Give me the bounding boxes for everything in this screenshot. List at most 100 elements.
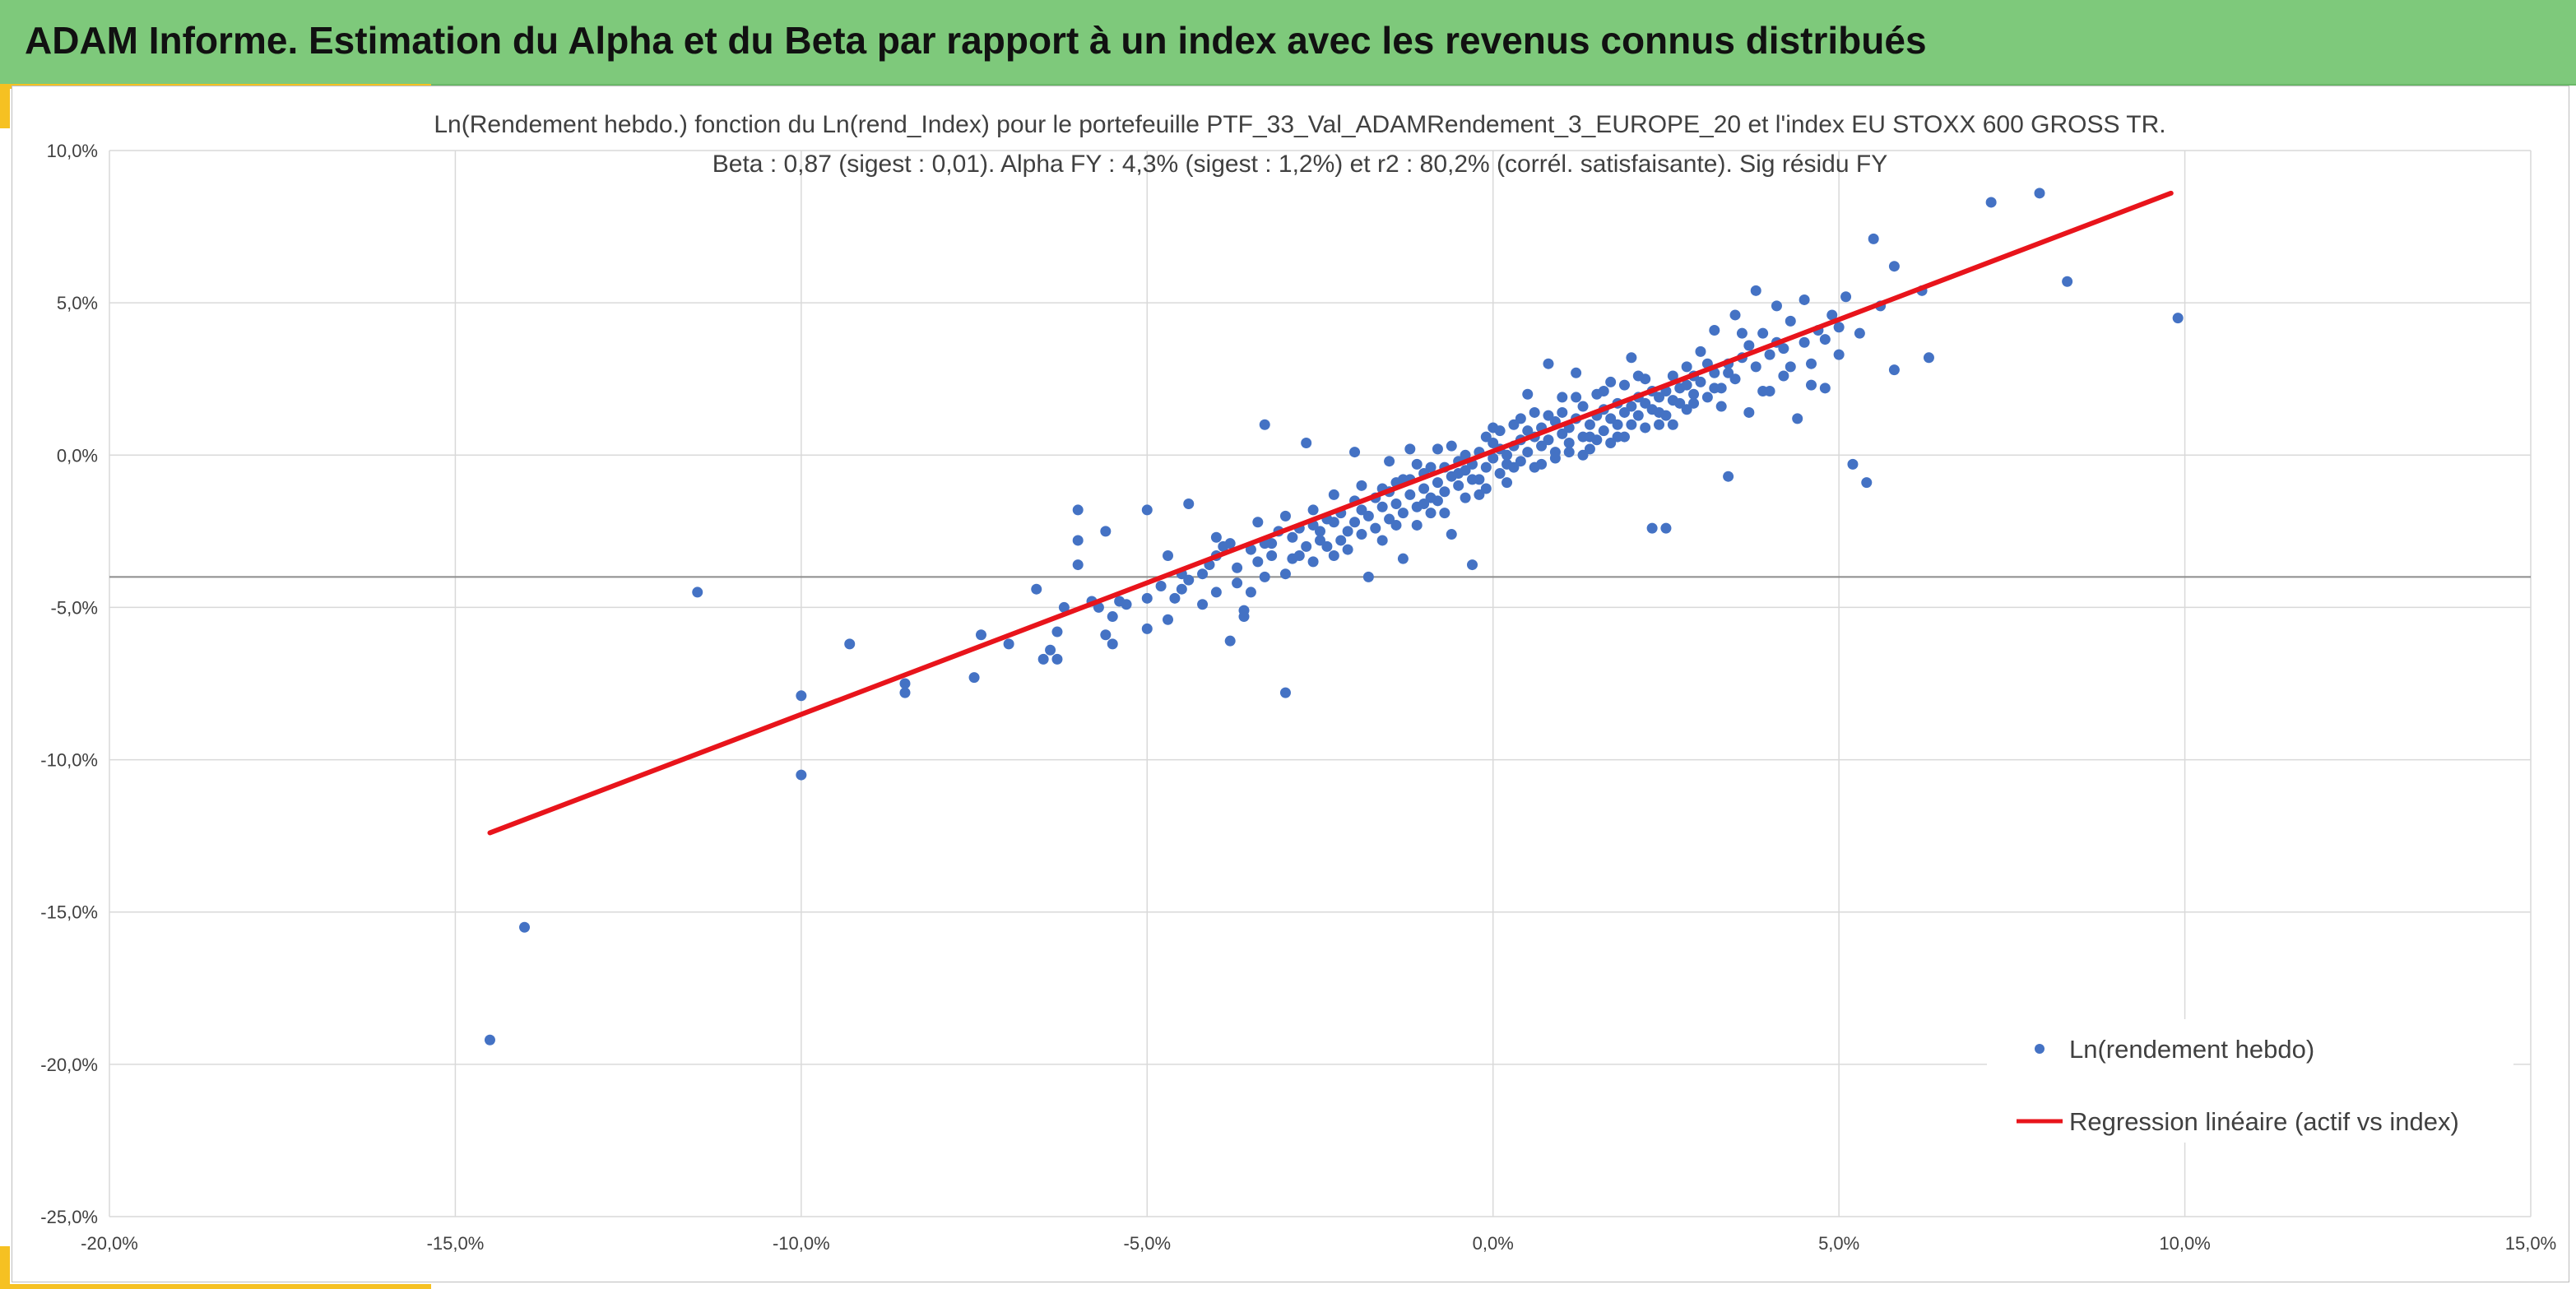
scatter-point xyxy=(1432,477,1443,489)
scatter-point xyxy=(1522,425,1534,437)
scatter-point xyxy=(1100,629,1112,641)
scatter-chart: 10,0% 5,0% 0,0% -5,0% -10,0% -15,0% -20,0% -25,… xyxy=(40,111,2556,1254)
accent-bottom-left xyxy=(0,1284,431,1289)
scatter-point xyxy=(1411,458,1423,470)
scatter-point xyxy=(1632,410,1644,421)
chart-subtitle: Beta : 0,87 (sigest : 0,01). Alpha FY : … xyxy=(712,151,1887,178)
scatter-point xyxy=(1618,406,1630,418)
x-tick-label: -15,0% xyxy=(427,1233,485,1254)
scatter-point xyxy=(1390,498,1402,510)
scatter-point xyxy=(1729,373,1741,385)
scatter-point xyxy=(1764,349,1775,360)
scatter-point xyxy=(1868,233,1879,244)
scatter-point xyxy=(1695,376,1706,387)
scatter-point xyxy=(1232,562,1243,573)
scatter-point xyxy=(796,690,807,702)
scatter-point xyxy=(1577,449,1589,461)
scatter-point xyxy=(1210,531,1222,543)
chart-title: Ln(Rendement hebdo.) fonction du Ln(rend… xyxy=(434,111,2165,138)
scatter-point xyxy=(1785,361,1796,373)
scatter-point xyxy=(1688,397,1700,409)
scatter-point xyxy=(1598,386,1609,397)
scatter-point xyxy=(1557,406,1568,418)
regression-line-group xyxy=(487,190,2174,836)
scatter-point xyxy=(1480,461,1492,473)
scatter-point xyxy=(1197,599,1209,610)
y-tick-label: 10,0% xyxy=(47,141,98,161)
scatter-point xyxy=(1107,611,1118,623)
scatter-point xyxy=(1224,538,1236,549)
scatter-point xyxy=(1785,315,1796,327)
scatter-point xyxy=(1557,428,1568,439)
scatter-point xyxy=(1494,425,1506,437)
scatter-point xyxy=(1632,370,1644,382)
x-tick-label: 0,0% xyxy=(1473,1233,1514,1254)
x-tick-label: -5,0% xyxy=(1124,1233,1171,1254)
scatter-point xyxy=(1701,392,1713,403)
scatter-point xyxy=(1051,626,1063,638)
scatter-point xyxy=(1543,410,1554,421)
scatter-point xyxy=(1279,510,1291,522)
scatter-point xyxy=(1460,492,1471,503)
axis-tick-labels: 10,0% 5,0% 0,0% -5,0% -10,0% -15,0% -20,0% -25,… xyxy=(40,141,2556,1254)
gridlines xyxy=(109,150,2532,1217)
scatter-point xyxy=(1757,327,1769,339)
scatter-point xyxy=(1695,345,1706,357)
data-points xyxy=(484,188,2184,1046)
scatter-point xyxy=(1183,498,1195,510)
scatter-point xyxy=(1058,601,1070,613)
scatter-point xyxy=(1488,437,1499,448)
scatter-point xyxy=(1626,419,1637,430)
scatter-point xyxy=(1923,352,1934,364)
scatter-point xyxy=(1688,388,1700,400)
scatter-point xyxy=(1418,483,1430,494)
scatter-point xyxy=(1709,324,1720,336)
scatter-point xyxy=(1563,437,1575,448)
chart-legend[interactable]: Ln(rendement hebdo) Regression linéaire … xyxy=(1987,1019,2513,1143)
scatter-point xyxy=(1626,401,1637,412)
scatter-point xyxy=(1051,653,1063,665)
scatter-point xyxy=(1723,367,1734,378)
scatter-point xyxy=(1252,556,1264,568)
scatter-point xyxy=(1557,392,1568,403)
scatter-point xyxy=(1715,401,1727,412)
scatter-point xyxy=(519,921,531,933)
scatter-point xyxy=(1418,498,1430,510)
scatter-point xyxy=(1342,544,1353,555)
scatter-point xyxy=(1543,434,1554,446)
scatter-point xyxy=(1723,471,1734,482)
scatter-point xyxy=(1640,422,1651,434)
scatter-point xyxy=(1743,406,1755,418)
scatter-point xyxy=(1729,309,1741,321)
scatter-point xyxy=(1806,379,1817,391)
scatter-point xyxy=(1778,343,1789,355)
scatter-point xyxy=(1750,285,1761,296)
scatter-point xyxy=(2034,188,2045,199)
scatter-point xyxy=(1376,535,1388,546)
scatter-point xyxy=(1674,397,1686,409)
scatter-point xyxy=(1356,529,1367,540)
x-tick-label: 5,0% xyxy=(1818,1233,1859,1254)
scatter-point xyxy=(1397,508,1409,519)
scatter-point xyxy=(1342,526,1353,537)
scatter-point xyxy=(1432,495,1443,507)
scatter-point xyxy=(1356,480,1367,491)
scatter-point xyxy=(1321,540,1333,552)
y-tick-label: 0,0% xyxy=(57,445,98,466)
scatter-point xyxy=(1502,477,1513,489)
scatter-point xyxy=(1141,592,1153,604)
scatter-point xyxy=(899,687,911,698)
scatter-point xyxy=(1654,392,1665,403)
scatter-point xyxy=(1432,443,1443,455)
scatter-point xyxy=(1888,261,1900,272)
report-title: ADAM Informe. Estimation du Alpha et du … xyxy=(25,19,1927,62)
scatter-point xyxy=(2172,313,2184,324)
scatter-point xyxy=(1328,489,1339,500)
scatter-point xyxy=(1176,583,1187,595)
scatter-point xyxy=(1301,540,1312,552)
scatter-point xyxy=(1335,535,1347,546)
scatter-point xyxy=(1315,526,1325,537)
scatter-point xyxy=(1453,468,1464,480)
scatter-point xyxy=(1411,519,1423,531)
scatter-point xyxy=(1362,510,1374,522)
